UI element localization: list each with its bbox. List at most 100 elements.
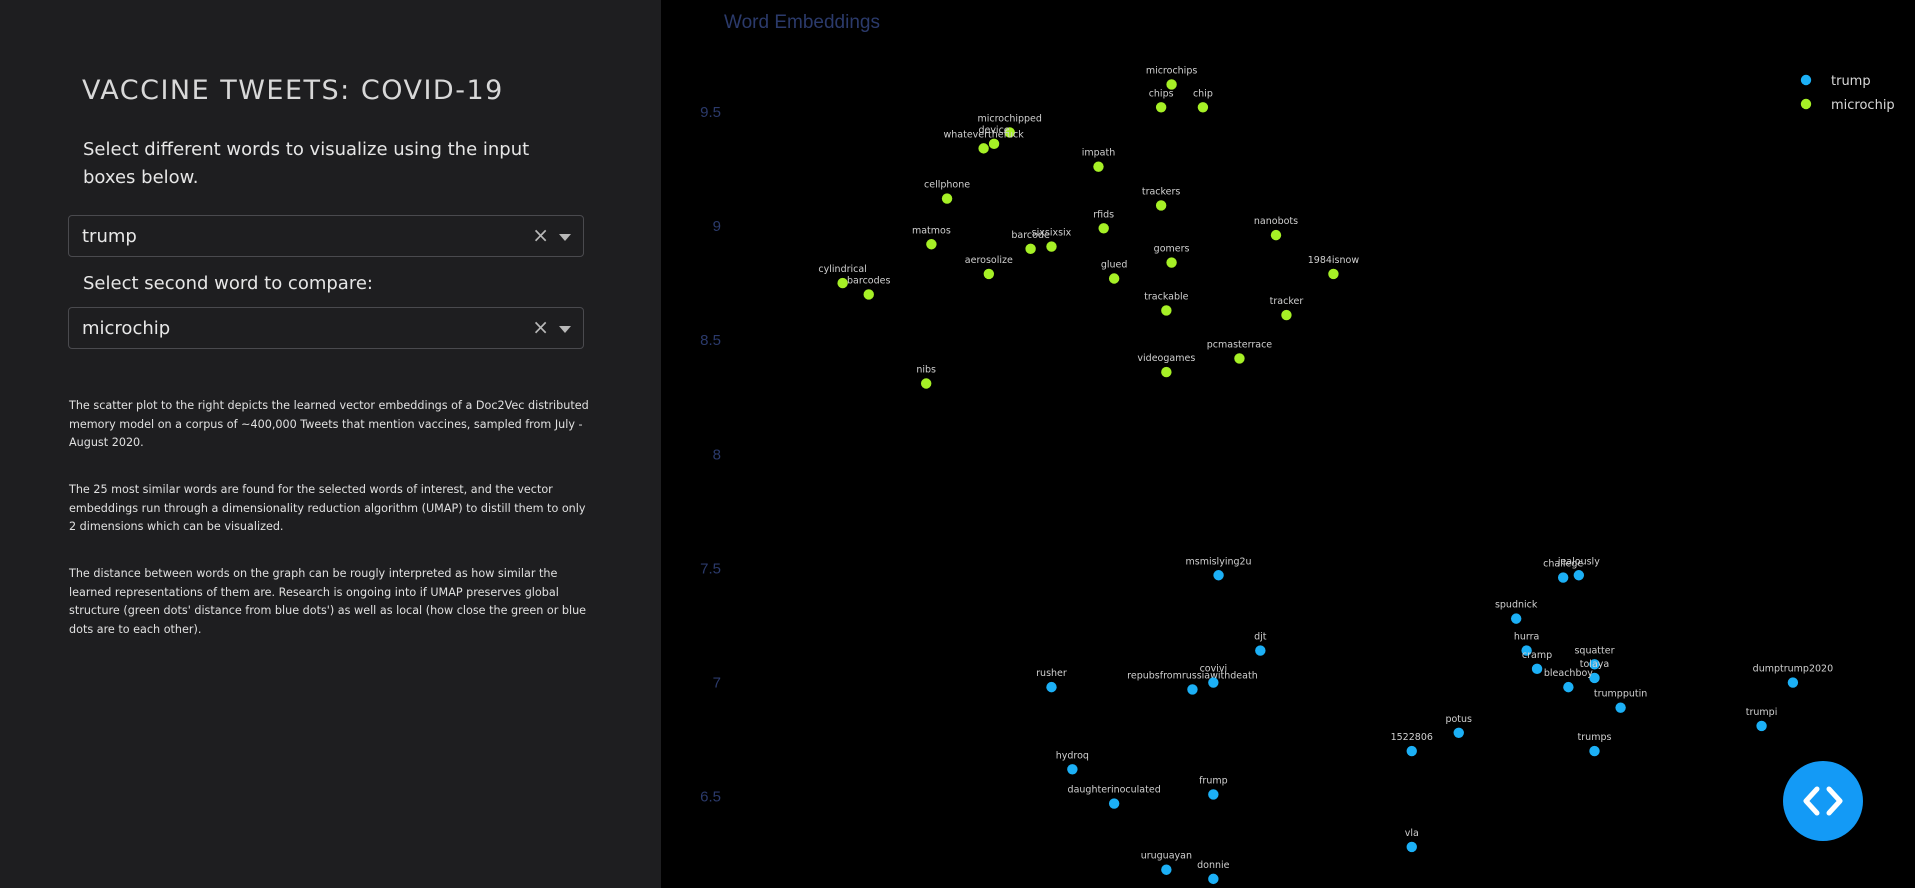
scatter-point[interactable] (1108, 273, 1120, 284)
sidebar: VACCINE TWEETS: COVID-19 Select differen… (0, 0, 661, 888)
scatter-point[interactable] (1615, 702, 1626, 713)
scatter-point[interactable] (1161, 305, 1172, 316)
scatter-point[interactable] (1521, 645, 1532, 656)
scatter-point[interactable] (1025, 243, 1036, 255)
scatter-point[interactable] (1563, 681, 1574, 693)
point-label: cylindrical (818, 264, 866, 275)
scatter-point[interactable] (1208, 789, 1219, 800)
instruction-text: Select different words to visualize usin… (83, 139, 530, 188)
scatter-point[interactable] (1255, 645, 1266, 656)
scatter-point[interactable] (978, 143, 989, 154)
y-tick-label: 9 (713, 218, 721, 235)
word1-chevron-down-icon[interactable] (559, 234, 571, 241)
word1-value: trump (82, 226, 137, 247)
point-label: pcmasterrace (1207, 339, 1273, 350)
scatter-point[interactable] (1046, 241, 1057, 252)
point-label: spudnick (1495, 600, 1538, 611)
y-tick-label: 6.5 (700, 789, 721, 806)
scatter-point[interactable] (1453, 727, 1464, 738)
point-label: frump (1199, 775, 1228, 786)
point-label: hydroq (1056, 750, 1089, 761)
y-tick-label: 7 (713, 675, 721, 692)
scatter-point[interactable] (1187, 684, 1198, 695)
word2-chevron-down-icon[interactable] (559, 326, 571, 333)
scatter-point[interactable] (837, 277, 848, 289)
legend-label[interactable]: trump (1831, 74, 1871, 89)
scatter-point[interactable] (1197, 102, 1209, 113)
scatter-point[interactable] (1155, 102, 1167, 113)
scatter-point[interactable] (1557, 572, 1569, 583)
scatter-point[interactable] (1004, 127, 1015, 138)
scatter-point[interactable] (1098, 223, 1109, 234)
word2-value: microchip (82, 318, 171, 339)
legend-marker[interactable] (1800, 98, 1812, 110)
legend-marker[interactable] (1800, 74, 1812, 86)
scatter-point[interactable] (1589, 672, 1600, 684)
point-label: repubsfromrussiawithdeath (1127, 670, 1258, 681)
scatter-point[interactable] (1531, 663, 1543, 675)
scatter-point[interactable] (1208, 677, 1219, 688)
point-label: chip (1193, 88, 1213, 99)
word2-dropdown[interactable]: microchip × (68, 307, 584, 349)
point-label: sixsixsix (1032, 228, 1072, 239)
scatter-point[interactable] (1161, 864, 1172, 875)
point-label: cellphone (924, 180, 970, 191)
y-tick-label: 8.5 (700, 332, 721, 349)
legend-label[interactable]: microchip (1831, 98, 1895, 113)
scatter-point[interactable] (1756, 720, 1767, 732)
scatter-point[interactable] (1108, 798, 1120, 809)
point-label: daughterinoculated (1068, 785, 1161, 796)
chart-title: Word Embeddings (724, 12, 880, 33)
scatter-point[interactable] (926, 239, 937, 250)
word2-clear-icon[interactable]: × (532, 315, 549, 339)
point-label: donnie (1197, 860, 1230, 871)
scatter-point[interactable] (1046, 681, 1057, 693)
scatter-point[interactable] (1787, 677, 1799, 688)
point-label: videogames (1137, 353, 1195, 364)
scatter-point[interactable] (983, 268, 995, 280)
scatter-point[interactable] (1067, 764, 1078, 775)
scatter-point[interactable] (1270, 229, 1282, 241)
second-word-label: Select second word to compare: (83, 273, 373, 294)
word1-dropdown[interactable]: trump × (68, 215, 584, 257)
point-label: uruguayan (1141, 851, 1192, 862)
scatter-point[interactable] (1328, 268, 1339, 280)
code-icon (1803, 786, 1843, 816)
point-label: whateverthefuck (943, 129, 1024, 140)
scatter-point[interactable] (1406, 745, 1417, 757)
description-paragraph-1: The scatter plot to the right depicts th… (69, 399, 589, 449)
word1-clear-icon[interactable]: × (532, 223, 549, 247)
point-label: device (978, 125, 1009, 136)
scatter-point[interactable] (1166, 257, 1177, 268)
scatter-point[interactable] (1281, 309, 1292, 321)
point-label: covivi (1200, 664, 1228, 675)
code-toggle-button[interactable] (1783, 761, 1863, 841)
scatter-point[interactable] (1166, 79, 1177, 90)
point-label: djt (1254, 632, 1267, 643)
scatter-point[interactable] (920, 378, 932, 389)
legend[interactable]: trump microchip (1800, 74, 1895, 113)
scatter-point[interactable] (1155, 200, 1167, 211)
scatter-point[interactable] (1589, 659, 1600, 670)
scatter-point[interactable] (1161, 366, 1172, 378)
scatter-point[interactable] (1510, 613, 1522, 624)
point-label: barcodes (847, 275, 890, 286)
scatter-plot[interactable]: Word Embeddings 9.5 9 8.5 8 7.5 7 6.5 msmislyi… (661, 0, 1915, 888)
point-label: microchips (1146, 65, 1198, 76)
scatter-point[interactable] (863, 289, 874, 300)
point-label: cramp (1522, 650, 1552, 661)
scatter-point[interactable] (988, 138, 1000, 150)
y-tick-label: 9.5 (700, 104, 721, 121)
scatter-point[interactable] (1234, 353, 1245, 364)
scatter-point[interactable] (1213, 570, 1224, 581)
scatter-point[interactable] (1208, 873, 1219, 885)
scatter-point[interactable] (1589, 745, 1600, 757)
point-label: gomers (1154, 244, 1190, 255)
scatter-point[interactable] (1093, 161, 1104, 172)
scatter-point[interactable] (941, 193, 953, 204)
scatter-point[interactable] (1573, 570, 1585, 581)
point-label: nibs (916, 365, 936, 376)
point-label: barcode (1011, 230, 1050, 241)
scatter-point[interactable] (1406, 841, 1417, 853)
point-label: glued (1101, 259, 1128, 270)
